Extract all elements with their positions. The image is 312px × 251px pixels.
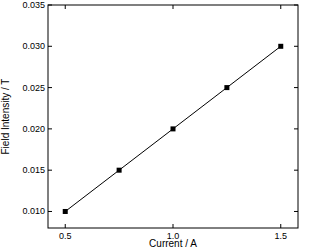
x-tick — [65, 224, 66, 228]
data-point — [117, 168, 122, 173]
y-tick — [48, 46, 52, 47]
y-tick-right — [294, 170, 298, 171]
x-tick-top — [173, 5, 174, 9]
y-tick-right — [294, 211, 298, 212]
plot-area — [63, 44, 284, 214]
chart-container: 0.51.01.50.0100.0150.0200.0250.0300.035C… — [0, 0, 312, 251]
x-tick — [280, 224, 281, 228]
y-tick-right — [294, 87, 298, 88]
data-point — [171, 126, 176, 131]
x-tick-label: 0.5 — [59, 231, 72, 241]
y-tick — [48, 87, 52, 88]
y-tick — [48, 170, 52, 171]
data-point — [63, 209, 68, 214]
x-tick-top — [280, 5, 281, 9]
y-tick-label: 0.020 — [22, 124, 45, 134]
y-tick — [48, 211, 52, 212]
y-tick-label: 0.025 — [22, 83, 45, 93]
data-line — [65, 46, 281, 211]
y-tick-label: 0.015 — [22, 165, 45, 175]
y-tick-label: 0.010 — [22, 206, 45, 216]
x-tick — [173, 224, 174, 228]
plot-frame — [48, 5, 298, 228]
y-tick-label: 0.030 — [22, 41, 45, 51]
y-tick — [48, 128, 52, 129]
data-point — [224, 85, 229, 90]
y-tick-right — [294, 46, 298, 47]
x-tick-label: 1.5 — [275, 231, 288, 241]
y-axis-label: Field Intensity / T — [0, 79, 11, 155]
data-point — [278, 44, 283, 49]
x-axis-label: Current / A — [149, 238, 197, 249]
y-tick — [48, 5, 52, 6]
y-tick-right — [294, 128, 298, 129]
y-tick-right — [294, 5, 298, 6]
chart-svg: 0.51.01.50.0100.0150.0200.0250.0300.035C… — [0, 0, 312, 251]
x-tick-top — [65, 5, 66, 9]
y-tick-label: 0.035 — [22, 0, 45, 10]
